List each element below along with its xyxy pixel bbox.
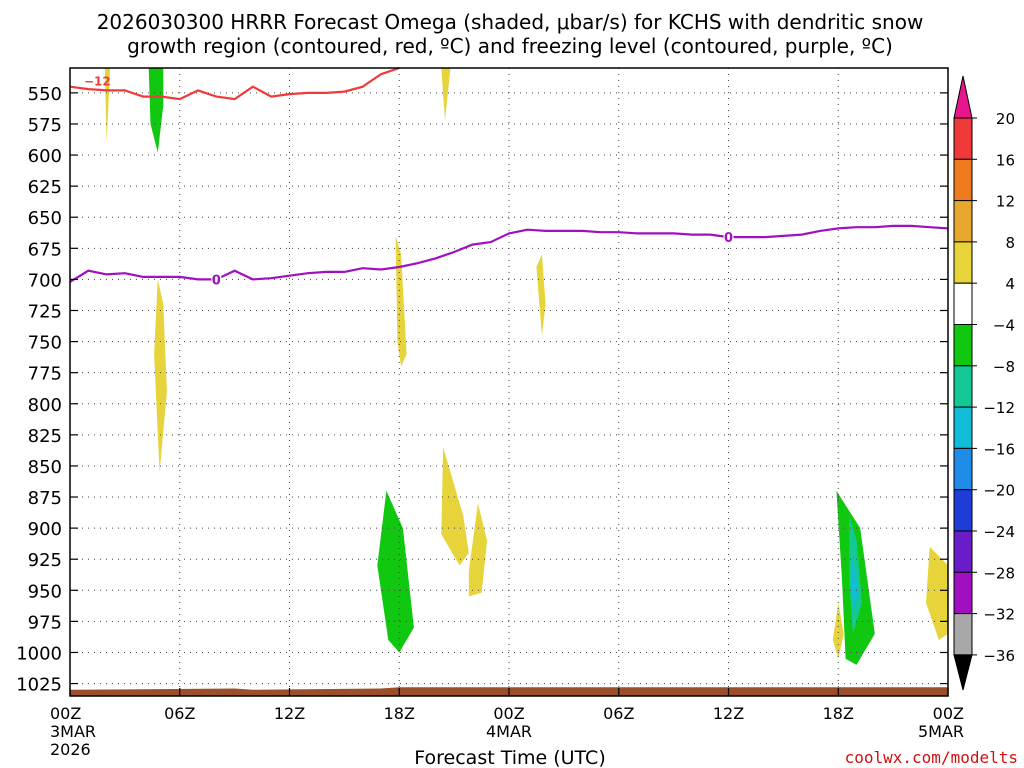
colorbar-label-5: −4 xyxy=(993,317,1015,335)
y-tick-label-825: 825 xyxy=(28,426,62,447)
x-tick-label-5: 06Z xyxy=(603,704,634,723)
grid-lines xyxy=(69,68,949,696)
chart-title-line-1: 2026030300 HRRR Forecast Omega (shaded, … xyxy=(97,10,924,34)
omega-region-rising-13 xyxy=(926,546,948,640)
y-tick-label-650: 650 xyxy=(28,208,62,229)
colorbar-band-8 xyxy=(953,447,973,491)
omega-region-sinking-11 xyxy=(849,515,862,634)
colorbar-band-5 xyxy=(953,324,973,367)
colorbar-label-13: −36 xyxy=(983,647,1015,665)
colorbar-label-6: −8 xyxy=(993,358,1015,376)
y-tick-label-900: 900 xyxy=(28,519,62,540)
colorbar-label-8: −16 xyxy=(983,440,1015,458)
y-tick-label-975: 975 xyxy=(28,612,62,633)
y-tick-label-675: 675 xyxy=(28,239,62,260)
y-tick-label-725: 725 xyxy=(28,301,62,322)
colorbar-band-2 xyxy=(953,200,973,243)
y-tick-label-1025: 1025 xyxy=(16,675,62,696)
colorbar-band-12 xyxy=(953,613,973,656)
x-tick-label-1: 06Z xyxy=(164,704,195,723)
x-date-label-4: 4MAR xyxy=(486,722,532,741)
x-tick-label-0: 00Z xyxy=(50,704,81,723)
contour-lines: −12 0 0 xyxy=(69,66,949,288)
x-date-label-0: 3MAR xyxy=(50,722,96,741)
x-tick-label-7: 18Z xyxy=(823,704,854,723)
colorbar-band-6 xyxy=(953,365,973,408)
y-tick-label-925: 925 xyxy=(28,550,62,571)
x-date-label-8: 5MAR xyxy=(918,722,964,741)
freezing-level-line xyxy=(69,224,949,283)
x-year-label-0: 2026 xyxy=(50,740,91,759)
omega-region-sinking-8 xyxy=(377,490,414,653)
colorbar-band-3 xyxy=(953,241,973,284)
omega-shading xyxy=(104,68,948,665)
colorbar-label-1: 16 xyxy=(996,151,1015,169)
x-tick-label-4: 00Z xyxy=(493,704,524,723)
y-axis: 550 575 600 625 650 675 700 725 750 775 800 825 850 8… xyxy=(16,84,948,696)
colorbar-extend-top xyxy=(953,75,973,119)
colorbar-label-12: −32 xyxy=(983,606,1015,624)
plot-area: −12 0 0 xyxy=(69,66,949,697)
chart-title-line-2: growth region (contoured, red, ºC) and f… xyxy=(127,34,893,58)
y-tick-label-875: 875 xyxy=(28,488,62,509)
freezing-level-label-1: 0 xyxy=(724,231,733,246)
y-tick-label-1000: 1000 xyxy=(16,643,62,664)
omega-region-rising-6 xyxy=(441,447,469,566)
omega-region-rising-7 xyxy=(468,503,488,597)
omega-region-rising-4 xyxy=(395,235,407,367)
colorbar-band-11 xyxy=(953,571,973,615)
colorbar-label-11: −28 xyxy=(983,564,1015,582)
colorbar-extend-bottom xyxy=(953,654,973,691)
credit-text: coolwx.com/modelts xyxy=(845,748,1018,767)
x-axis-label: Forecast Time (UTC) xyxy=(414,747,605,768)
colorbar-label-0: 20 xyxy=(996,110,1015,128)
omega-region-rising-3 xyxy=(154,279,167,473)
x-tick-label-3: 18Z xyxy=(384,704,415,723)
y-tick-label-850: 850 xyxy=(28,457,62,478)
x-tick-label-2: 12Z xyxy=(274,704,305,723)
dgz-contour-line xyxy=(69,66,400,101)
y-tick-label-575: 575 xyxy=(28,115,62,136)
colorbar-label-4: 4 xyxy=(1005,275,1015,293)
freezing-level-label-0: 0 xyxy=(212,273,221,288)
y-tick-label-700: 700 xyxy=(28,270,62,291)
y-tick-label-750: 750 xyxy=(28,333,62,354)
dgz-contour-label: −12 xyxy=(84,75,111,89)
colorbar-label-3: 8 xyxy=(1005,234,1015,252)
x-tick-label-6: 12Z xyxy=(713,704,744,723)
colorbar-label-9: −20 xyxy=(983,482,1015,500)
omega-region-rising-9 xyxy=(832,602,844,659)
y-tick-label-950: 950 xyxy=(28,581,62,602)
y-tick-label-775: 775 xyxy=(28,364,62,385)
colorbar-band-0 xyxy=(953,117,973,160)
omega-region-sinking-12 xyxy=(851,553,859,616)
y-tick-label-625: 625 xyxy=(28,177,62,198)
colorbar-label-10: −24 xyxy=(983,523,1015,541)
colorbar: 20 16 12 8 4 −4 −8 −12 −16 −20 −24 −28 −32 −36 xyxy=(953,75,1015,691)
y-tick-label-800: 800 xyxy=(28,395,62,416)
colorbar-band-9 xyxy=(953,489,973,532)
x-tick-label-8: 00Z xyxy=(933,704,964,723)
y-tick-label-550: 550 xyxy=(28,84,62,105)
plot-frame xyxy=(69,67,949,697)
colorbar-band-10 xyxy=(953,530,973,573)
y-tick-label-600: 600 xyxy=(28,146,62,167)
omega-region-rising-5 xyxy=(536,254,546,336)
colorbar-band-7 xyxy=(953,406,973,449)
freezing-level-label-bg-1 xyxy=(723,229,734,244)
colorbar-band-4 xyxy=(953,282,973,326)
freezing-level-label-bg-0 xyxy=(211,271,222,286)
colorbar-band-1 xyxy=(953,158,973,202)
omega-region-rising-2 xyxy=(441,68,451,121)
omega-region-sinking-1 xyxy=(148,68,164,153)
colorbar-label-7: −12 xyxy=(983,399,1015,417)
colorbar-label-2: 12 xyxy=(996,193,1015,211)
